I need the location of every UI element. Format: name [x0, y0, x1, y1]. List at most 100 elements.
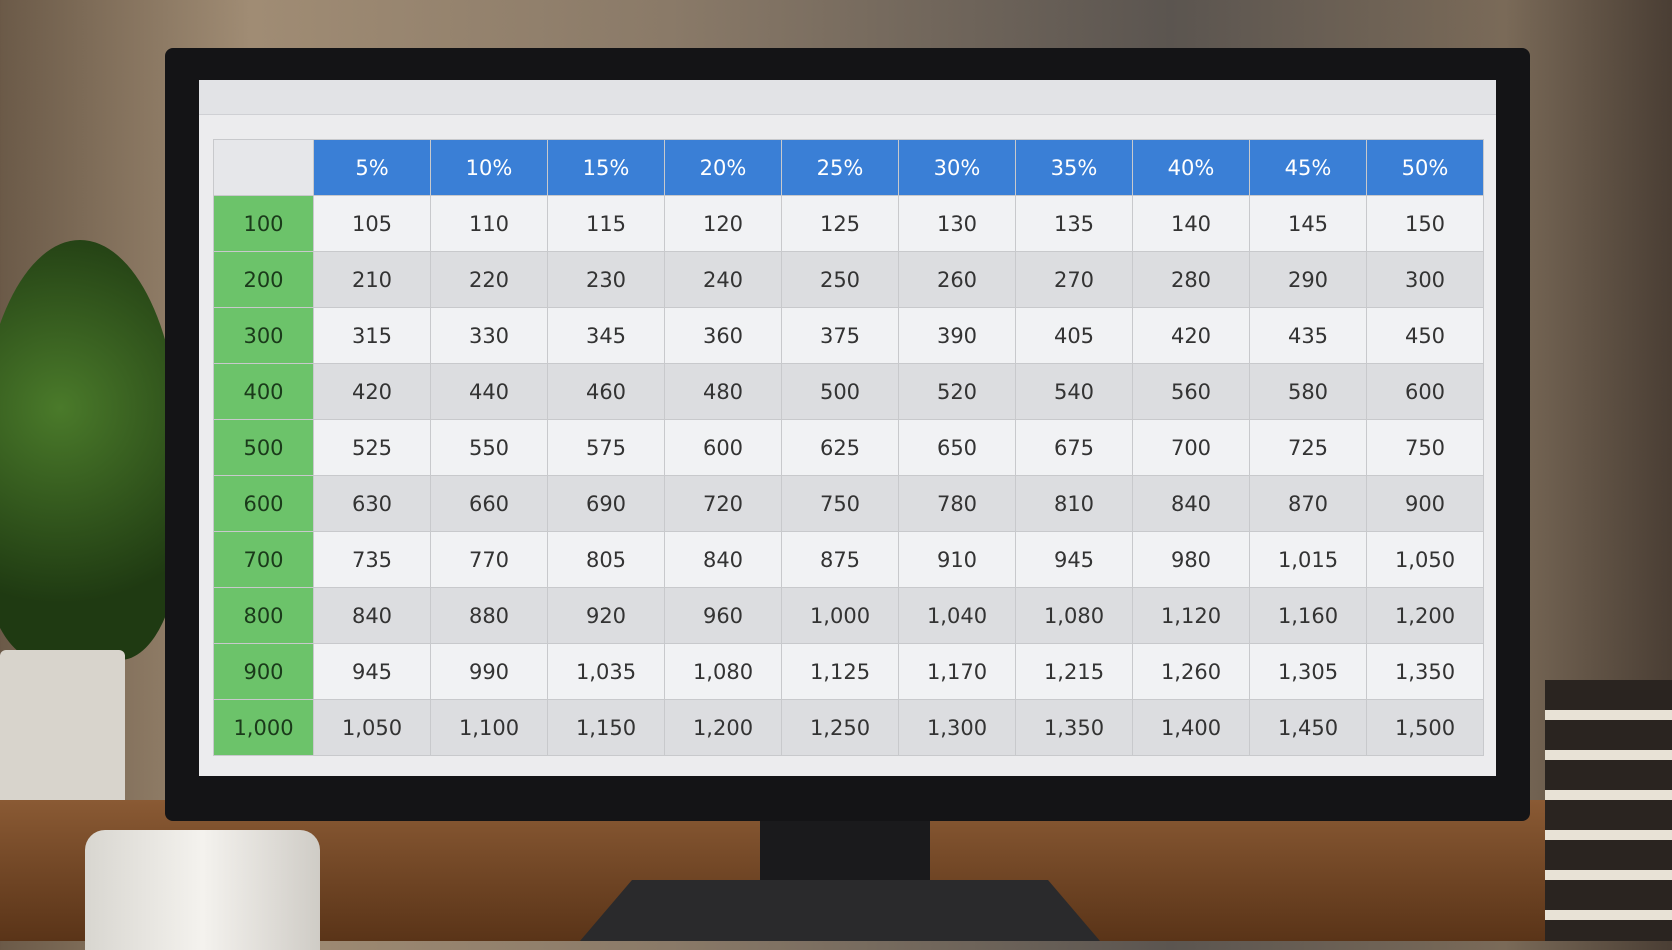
column-header: 25%: [781, 139, 899, 196]
cell: 660: [430, 475, 548, 532]
cell: 875: [781, 531, 899, 588]
row-header: 200: [213, 251, 314, 308]
cell: 525: [313, 419, 431, 476]
cell: 805: [547, 531, 665, 588]
cell: 1,120: [1132, 587, 1250, 644]
row-header: 1,000: [213, 699, 314, 756]
cell: 105: [313, 195, 431, 252]
table-row: 900 945 990 1,035 1,080 1,125 1,170 1,215 1,260 1…: [213, 643, 1484, 700]
cell: 280: [1132, 251, 1250, 308]
cell: 750: [1366, 419, 1484, 476]
cell: 945: [313, 643, 431, 700]
cell: 1,000: [781, 587, 899, 644]
table-row: 400 420 440 460 480 500 520 540 560 580 600: [213, 363, 1484, 420]
table-row: 200 210 220 230 240 250 260 270 280 290 300: [213, 251, 1484, 308]
column-header: 15%: [547, 139, 665, 196]
cell: 390: [898, 307, 1016, 364]
cell: 480: [664, 363, 782, 420]
cell: 290: [1249, 251, 1367, 308]
table-row: 100 105 110 115 120 125 130 135 140 145 150: [213, 195, 1484, 252]
cell: 1,260: [1132, 643, 1250, 700]
table-row: 600 630 660 690 720 750 780 810 840 870 900: [213, 475, 1484, 532]
column-header: 20%: [664, 139, 782, 196]
cell: 450: [1366, 307, 1484, 364]
cell: 1,200: [664, 699, 782, 756]
cell: 1,500: [1366, 699, 1484, 756]
cell: 990: [430, 643, 548, 700]
cell: 120: [664, 195, 782, 252]
cell: 880: [430, 587, 548, 644]
toolbar: [199, 80, 1496, 115]
cell: 210: [313, 251, 431, 308]
cell: 345: [547, 307, 665, 364]
row-header: 800: [213, 587, 314, 644]
cell: 910: [898, 531, 1016, 588]
books: [1545, 680, 1672, 941]
cell: 115: [547, 195, 665, 252]
cell: 920: [547, 587, 665, 644]
cell: 600: [664, 419, 782, 476]
cell: 240: [664, 251, 782, 308]
cell: 1,050: [1366, 531, 1484, 588]
cell: 580: [1249, 363, 1367, 420]
table-row: 800 840 880 920 960 1,000 1,040 1,080 1,120 1,160…: [213, 587, 1484, 644]
row-header: 900: [213, 643, 314, 700]
cell: 575: [547, 419, 665, 476]
row-header: 600: [213, 475, 314, 532]
table-row: 1,000 1,050 1,100 1,150 1,200 1,250 1,300 1,350…: [213, 699, 1484, 756]
cell: 420: [313, 363, 431, 420]
cell: 600: [1366, 363, 1484, 420]
table: 5% 10% 15% 20% 25% 30% 35% 40% 45% 50% 100 105 110 11…: [213, 139, 1484, 756]
header-row: 5% 10% 15% 20% 25% 30% 35% 40% 45% 50%: [213, 139, 1484, 196]
cell: 650: [898, 419, 1016, 476]
cell: 460: [547, 363, 665, 420]
cell: 1,305: [1249, 643, 1367, 700]
cell: 770: [430, 531, 548, 588]
cell: 560: [1132, 363, 1250, 420]
cell: 220: [430, 251, 548, 308]
cell: 1,015: [1249, 531, 1367, 588]
cell: 125: [781, 195, 899, 252]
cell: 980: [1132, 531, 1250, 588]
table-row: 500 525 550 575 600 625 650 675 700 725 750: [213, 419, 1484, 476]
column-header: 45%: [1249, 139, 1367, 196]
cell: 420: [1132, 307, 1250, 364]
cell: 375: [781, 307, 899, 364]
cell: 1,200: [1366, 587, 1484, 644]
cell: 1,080: [1015, 587, 1133, 644]
cell: 960: [664, 587, 782, 644]
cell: 260: [898, 251, 1016, 308]
cell: 1,170: [898, 643, 1016, 700]
row-header: 500: [213, 419, 314, 476]
cell: 750: [781, 475, 899, 532]
row-header: 400: [213, 363, 314, 420]
cell: 780: [898, 475, 1016, 532]
table-row: 300 315 330 345 360 375 390 405 420 435 450: [213, 307, 1484, 364]
column-header: 50%: [1366, 139, 1484, 196]
column-header: 30%: [898, 139, 1016, 196]
cell: 1,035: [547, 643, 665, 700]
cell: 230: [547, 251, 665, 308]
row-header: 100: [213, 195, 314, 252]
cell: 130: [898, 195, 1016, 252]
cell: 870: [1249, 475, 1367, 532]
cell: 840: [664, 531, 782, 588]
cell: 1,350: [1015, 699, 1133, 756]
cell: 435: [1249, 307, 1367, 364]
cell: 1,125: [781, 643, 899, 700]
row-header: 300: [213, 307, 314, 364]
cell: 1,450: [1249, 699, 1367, 756]
cell: 840: [1132, 475, 1250, 532]
cell: 360: [664, 307, 782, 364]
cell: 135: [1015, 195, 1133, 252]
cell: 725: [1249, 419, 1367, 476]
cell: 900: [1366, 475, 1484, 532]
plant: [0, 240, 180, 660]
cell: 315: [313, 307, 431, 364]
cell: 405: [1015, 307, 1133, 364]
cell: 330: [430, 307, 548, 364]
cell: 440: [430, 363, 548, 420]
cell: 1,160: [1249, 587, 1367, 644]
column-header: 10%: [430, 139, 548, 196]
